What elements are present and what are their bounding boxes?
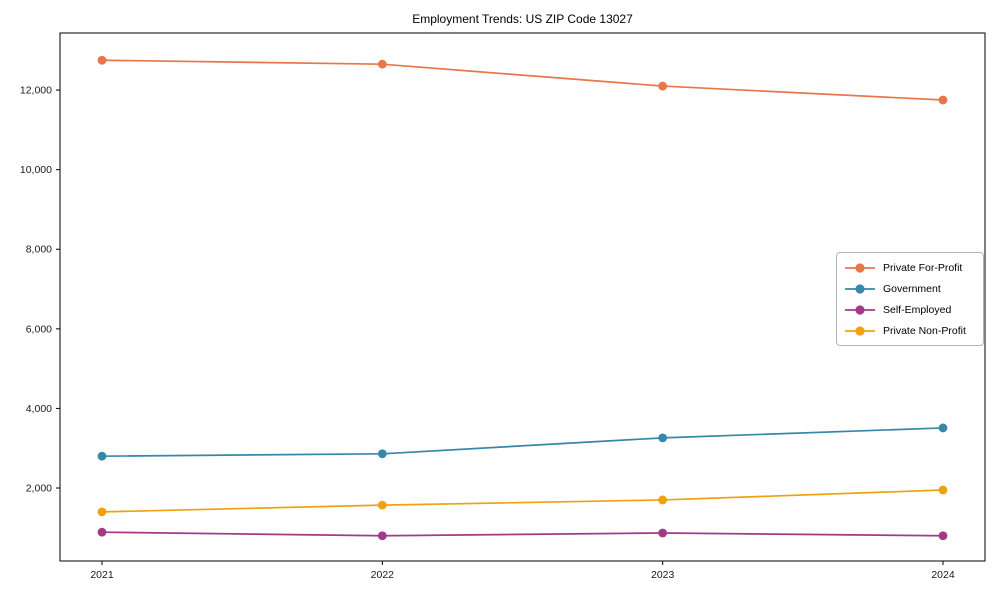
data-point <box>97 55 107 65</box>
chart-title: Employment Trends: US ZIP Code 13027 <box>412 12 633 26</box>
data-point <box>377 500 387 510</box>
y-tick-label: 8,000 <box>26 244 52 256</box>
data-point <box>938 531 948 541</box>
series-line-1 <box>101 427 944 458</box>
data-point <box>97 451 107 461</box>
y-tick-label: 6,000 <box>26 323 52 335</box>
data-point <box>658 433 668 443</box>
data-point <box>97 507 107 517</box>
data-point <box>377 59 387 69</box>
data-point <box>97 527 107 537</box>
data-point <box>658 495 668 505</box>
legend-item-government[interactable]: Government <box>844 280 975 297</box>
data-point <box>377 449 387 459</box>
line-marker-icon <box>845 262 875 273</box>
data-point <box>938 485 948 495</box>
line-marker-icon <box>845 325 875 336</box>
data-point <box>658 81 668 91</box>
y-tick-label: 4,000 <box>26 403 52 415</box>
data-point <box>938 423 948 433</box>
data-point <box>377 531 387 541</box>
y-tick-label: 12,000 <box>20 85 52 97</box>
data-point <box>938 95 948 105</box>
legend-label: Private For-Profit <box>883 261 963 274</box>
line-marker-icon <box>845 283 875 294</box>
y-tick-label: 2,000 <box>26 483 52 495</box>
x-tick-label: 2024 <box>931 569 955 581</box>
x-tick-label: 2022 <box>371 569 395 581</box>
x-tick-label: 2023 <box>651 569 675 581</box>
legend: Private For-Profit Government Self-Emplo… <box>836 252 984 346</box>
legend-label: Private Non-Profit <box>883 324 966 337</box>
legend-item-private-for-profit[interactable]: Private For-Profit <box>844 259 975 276</box>
series-line-0 <box>101 59 944 101</box>
line-marker-icon <box>845 304 875 315</box>
legend-item-self-employed[interactable]: Self-Employed <box>844 301 975 318</box>
legend-item-private-non-profit[interactable]: Private Non-Profit <box>844 322 975 339</box>
data-point <box>658 528 668 538</box>
plot-border <box>59 32 986 562</box>
x-tick-label: 2021 <box>90 569 114 581</box>
series-line-3 <box>101 489 944 513</box>
series-line-2 <box>101 531 944 537</box>
y-tick-label: 10,000 <box>20 164 52 176</box>
legend-label: Government <box>883 282 941 295</box>
legend-label: Self-Employed <box>883 303 952 316</box>
